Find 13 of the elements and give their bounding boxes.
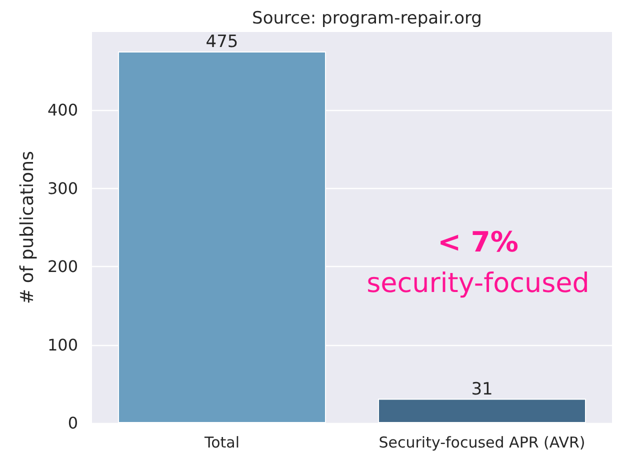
x-tick-label: Security-focused APR (AVR) [378, 434, 586, 452]
y-tick-label: 200 [47, 257, 78, 276]
y-tick-label: 0 [68, 414, 78, 432]
annotation: security-focused [366, 268, 590, 299]
data-label: 475 [206, 32, 238, 52]
y-tick-label: 100 [47, 335, 78, 354]
y-tick-label: 300 [47, 178, 78, 198]
chart-title: Source: program-repair.org [252, 8, 482, 28]
annotation: < 7% [438, 226, 518, 258]
data-label: 31 [471, 379, 493, 400]
x-tick-label: Total [203, 434, 240, 452]
y-tick-label: 400 [47, 100, 78, 120]
y-axis-title: # of publications [17, 151, 38, 304]
